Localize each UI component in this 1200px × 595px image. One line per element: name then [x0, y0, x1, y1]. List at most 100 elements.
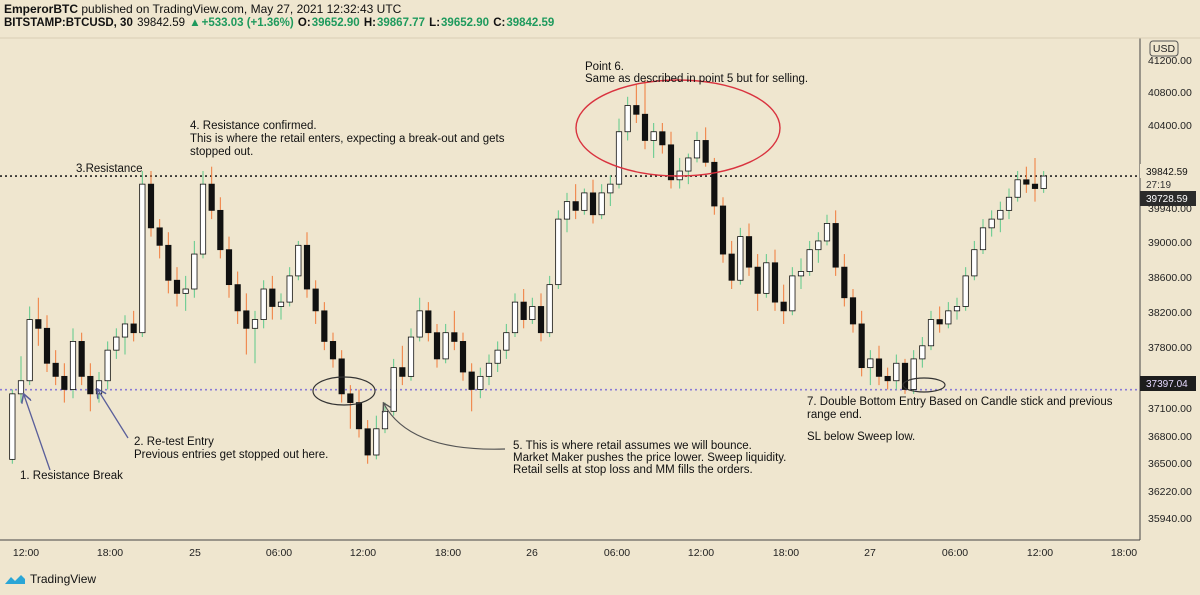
candle-bear[interactable]	[589, 192, 597, 216]
candle-bull[interactable]	[390, 367, 397, 412]
candle-bull[interactable]	[615, 131, 623, 185]
candle-bear[interactable]	[225, 249, 233, 286]
candle-bull[interactable]	[797, 271, 805, 277]
candle-bull[interactable]	[581, 192, 588, 211]
candle-bear[interactable]	[633, 105, 640, 115]
candle-bull[interactable]	[1005, 196, 1013, 211]
candle-bear[interactable]	[130, 323, 137, 334]
candle-bull[interactable]	[295, 244, 302, 277]
candle-bull[interactable]	[494, 349, 501, 364]
candle-bull[interactable]	[529, 306, 536, 320]
candle-bear[interactable]	[243, 310, 250, 329]
candle-bull[interactable]	[113, 336, 120, 351]
candle-bear[interactable]	[433, 332, 441, 360]
candle-bear[interactable]	[78, 341, 85, 377]
candle-bear[interactable]	[780, 301, 787, 312]
candle-bear[interactable]	[217, 209, 224, 251]
candle-bull[interactable]	[511, 301, 519, 334]
candle-bull[interactable]	[17, 380, 25, 395]
candle-bull[interactable]	[286, 275, 293, 303]
candle-bull[interactable]	[251, 319, 259, 329]
candle-bear[interactable]	[459, 341, 467, 373]
candle-bull[interactable]	[407, 336, 415, 377]
candle-bear[interactable]	[364, 428, 371, 456]
candle-bull[interactable]	[26, 319, 33, 382]
candle-bull[interactable]	[260, 288, 267, 320]
candle-bull[interactable]	[555, 218, 562, 286]
candle-bull[interactable]	[381, 410, 389, 430]
candle-bull[interactable]	[598, 192, 605, 216]
author-name[interactable]: EmperorBTC	[4, 2, 79, 16]
candle-bear[interactable]	[234, 284, 241, 312]
candle-bull[interactable]	[1040, 175, 1047, 189]
candle-bull[interactable]	[503, 332, 510, 351]
candle-bull[interactable]	[685, 157, 692, 172]
candle-bull[interactable]	[962, 275, 969, 307]
candle-bear[interactable]	[659, 131, 666, 146]
candle-bear[interactable]	[520, 301, 527, 320]
candle-bull[interactable]	[546, 284, 553, 334]
candle-bear[interactable]	[711, 161, 718, 207]
candle-bull[interactable]	[607, 183, 614, 194]
candle-bear[interactable]	[329, 341, 337, 360]
candle-bear[interactable]	[754, 266, 761, 294]
candle-bull[interactable]	[191, 253, 198, 290]
candle-bear[interactable]	[269, 288, 276, 307]
candle-bull[interactable]	[624, 105, 631, 133]
candle-bull[interactable]	[182, 288, 189, 294]
candle-bull[interactable]	[763, 262, 770, 294]
candle-bull[interactable]	[442, 332, 449, 360]
candle-bear[interactable]	[165, 244, 172, 281]
candle-bear[interactable]	[321, 310, 328, 342]
candle-bear[interactable]	[884, 375, 891, 382]
candle-bull[interactable]	[789, 275, 796, 312]
candle-bull[interactable]	[893, 362, 900, 382]
candle-bear[interactable]	[667, 144, 675, 181]
candle-bull[interactable]	[971, 249, 978, 277]
candle-bull[interactable]	[867, 358, 874, 369]
candle-bull[interactable]	[919, 345, 926, 360]
candle-bull[interactable]	[927, 319, 935, 347]
candle-bull[interactable]	[9, 393, 16, 460]
candle-bull[interactable]	[139, 183, 146, 334]
candle-bear[interactable]	[936, 319, 943, 325]
candle-bear[interactable]	[312, 288, 319, 312]
candle-bear[interactable]	[451, 332, 458, 342]
candle-bull[interactable]	[815, 240, 822, 251]
candle-bull[interactable]	[953, 306, 961, 312]
candle-bear[interactable]	[901, 362, 909, 390]
candle-bull[interactable]	[477, 375, 484, 390]
candle-bull[interactable]	[979, 227, 987, 251]
candle-bear[interactable]	[858, 323, 865, 369]
candle-bull[interactable]	[1014, 179, 1021, 198]
candle-bear[interactable]	[745, 236, 753, 268]
candle-bull[interactable]	[945, 310, 952, 325]
candle-bull[interactable]	[650, 131, 657, 141]
candle-bear[interactable]	[728, 253, 735, 281]
candle-bull[interactable]	[997, 209, 1004, 220]
candle-bull[interactable]	[737, 236, 744, 281]
candle-bull[interactable]	[69, 341, 77, 390]
candle-bull[interactable]	[121, 323, 129, 338]
candle-bull[interactable]	[693, 140, 701, 159]
candle-bear[interactable]	[208, 183, 215, 211]
candle-bear[interactable]	[87, 375, 94, 395]
candle-bull[interactable]	[104, 349, 111, 382]
currency-badge[interactable]	[1149, 40, 1179, 57]
candle-bear[interactable]	[399, 367, 406, 377]
candle-bear[interactable]	[52, 362, 59, 377]
candle-bear[interactable]	[832, 223, 839, 268]
candle-bear[interactable]	[61, 375, 68, 390]
symbol-label[interactable]: BITSTAMP:BTCUSD, 30	[4, 17, 133, 29]
candle-bull[interactable]	[199, 183, 207, 255]
candle-bear[interactable]	[537, 306, 545, 334]
candle-bear[interactable]	[35, 319, 42, 329]
candle-bear[interactable]	[147, 183, 155, 229]
candle-bear[interactable]	[347, 393, 354, 403]
candle-bull[interactable]	[823, 223, 831, 242]
candle-bull[interactable]	[416, 310, 423, 338]
candle-bull[interactable]	[485, 362, 493, 377]
candle-bear[interactable]	[572, 201, 579, 211]
candle-bull[interactable]	[806, 249, 813, 272]
candle-bull[interactable]	[277, 301, 285, 307]
